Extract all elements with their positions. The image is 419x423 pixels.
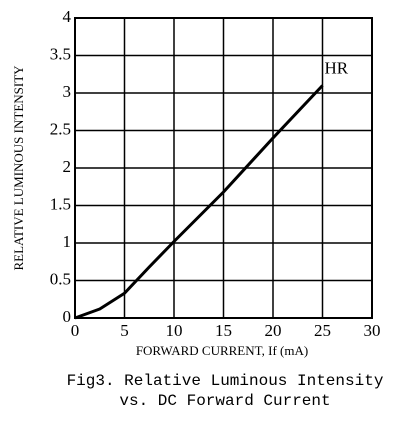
y-tick-label: 3 (63, 82, 72, 101)
y-tick-label: 0.5 (50, 269, 71, 288)
x-tick-label: 5 (120, 321, 129, 340)
chart-title: Fig3. Relative Luminous Intensity (67, 372, 384, 390)
x-tick-label: 30 (364, 321, 381, 340)
chart-subtitle: vs. DC Forward Current (119, 392, 330, 410)
x-axis-label: FORWARD CURRENT, If (mA) (136, 343, 308, 358)
plot-frame (74, 17, 373, 319)
y-tick-label: 4 (63, 7, 72, 26)
y-tick-label: 2 (63, 157, 72, 176)
y-tick-label: 1 (63, 232, 72, 251)
y-tick-label: 1.5 (50, 194, 71, 213)
y-axis-label: RELATIVE LUMINOUS INTENSITY (11, 65, 26, 271)
y-tick-label: 2.5 (50, 119, 71, 138)
y-tick-label: 0 (63, 307, 72, 326)
series-label: HR (325, 58, 349, 77)
x-tick-label: 20 (265, 321, 282, 340)
x-tick-label: 25 (314, 321, 331, 340)
x-tick-label: 0 (71, 321, 80, 340)
line (74, 84, 324, 320)
y-tick-label: 3.5 (50, 44, 71, 63)
x-tick-label: 10 (166, 321, 183, 340)
x-tick-label: 15 (215, 321, 232, 340)
